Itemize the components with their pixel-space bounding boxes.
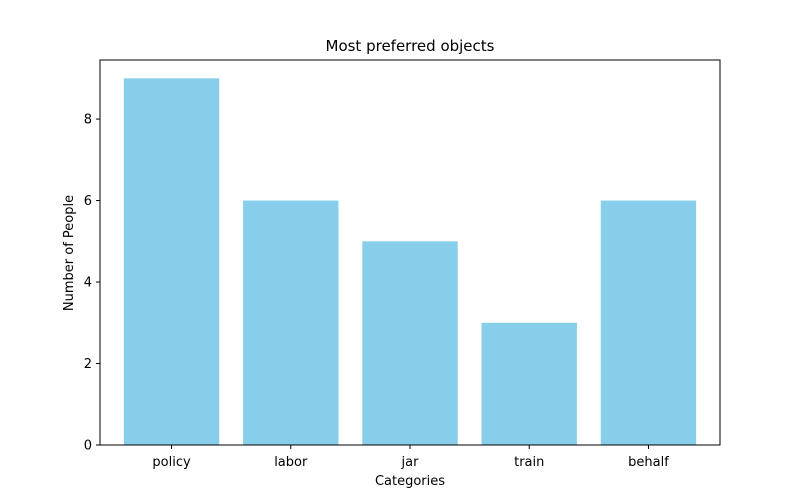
y-tick-label: 2 [84,357,92,372]
y-tick-label: 8 [84,113,92,128]
y-tick-label: 0 [84,439,92,454]
x-axis-label: Categories [375,474,445,489]
x-tick-label: train [514,455,544,470]
bar-behalf [600,200,697,445]
x-tick-label: behalf [628,455,669,470]
bar-jar [362,241,458,445]
y-tick-label: 6 [84,194,92,209]
x-tick-label: policy [152,455,191,470]
y-axis: 0 2 4 6 8 [84,113,100,454]
x-tick-label: jar [401,455,420,470]
bar-policy [123,78,220,445]
chart-title: Most preferred objects [326,37,495,55]
x-tick-label: labor [274,455,308,470]
bars-layer [123,78,697,445]
y-axis-label: Number of People [62,195,77,311]
y-tick-label: 4 [84,276,92,291]
bar-train [481,322,577,445]
bar-labor [243,200,339,445]
x-axis: policy labor jar train behalf [152,445,669,470]
